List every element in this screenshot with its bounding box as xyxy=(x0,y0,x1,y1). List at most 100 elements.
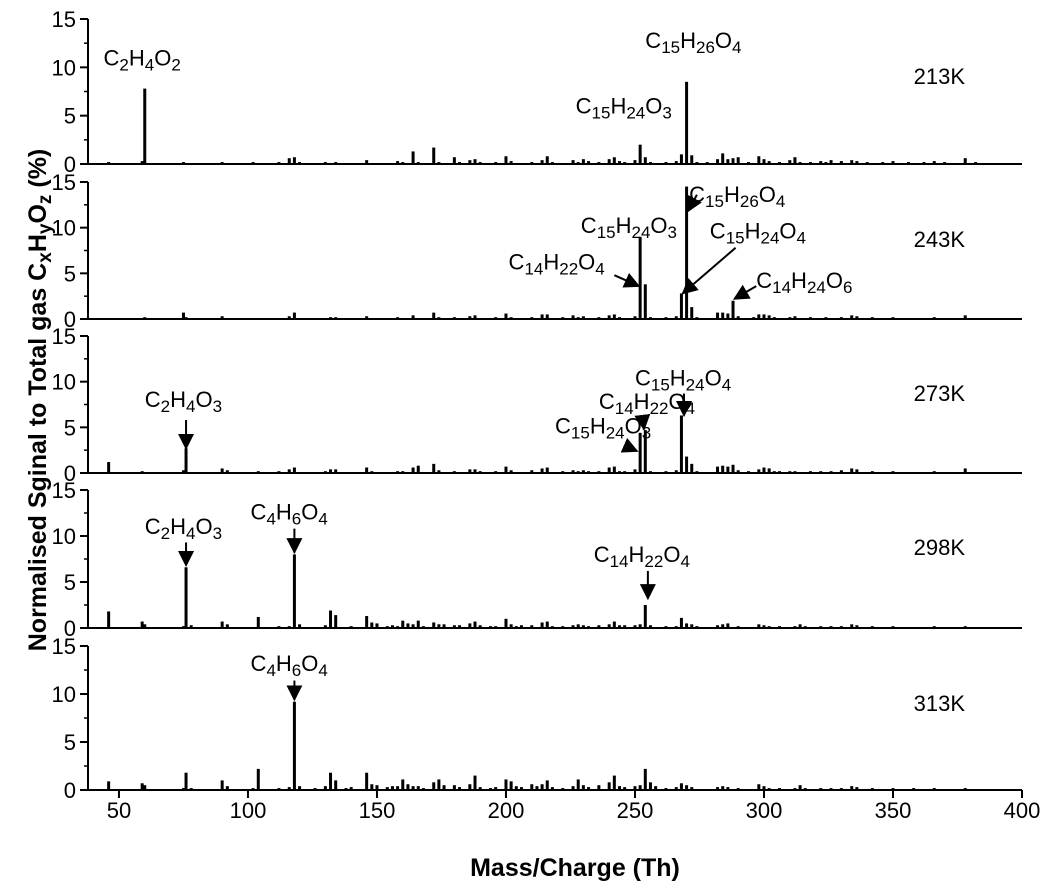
peak-bar xyxy=(292,157,296,164)
formula-annotation-part: 6 xyxy=(843,278,852,297)
peak-bar xyxy=(571,625,575,628)
peak-bar xyxy=(597,162,601,164)
peak-bar xyxy=(581,625,585,628)
peak-bar xyxy=(638,144,642,164)
peak-bar xyxy=(581,316,585,319)
formula-annotation-part: C xyxy=(599,389,615,414)
formula-annotation: C2H4O2 xyxy=(103,45,180,74)
formula-annotation-part: 2 xyxy=(171,55,180,74)
peak-bar xyxy=(494,317,498,319)
peak-bar xyxy=(726,159,730,164)
peak-bar xyxy=(161,472,165,473)
peak-bar xyxy=(829,626,833,628)
peak-bar xyxy=(530,784,534,790)
peak-bar xyxy=(452,471,456,473)
x-tick-label: 100 xyxy=(230,798,267,823)
peak-bar xyxy=(581,470,585,473)
peak-bar xyxy=(287,787,291,790)
formula-annotation-part: 15 xyxy=(592,103,611,122)
peak-bar xyxy=(891,317,895,319)
peak-bar xyxy=(329,317,333,319)
peak-bar xyxy=(674,470,678,473)
formula-annotation-part: H xyxy=(616,213,632,238)
peak-bar xyxy=(607,315,611,319)
peak-bar xyxy=(648,162,652,164)
peak-bar xyxy=(478,162,482,164)
peak-bar xyxy=(736,788,740,790)
peak-bar xyxy=(287,469,291,473)
peak-bar xyxy=(648,471,652,473)
peak-bar xyxy=(452,625,456,628)
peak-bar xyxy=(494,162,498,164)
peak-bar xyxy=(287,316,291,319)
formula-annotation-part: 3 xyxy=(213,524,222,543)
peak-bar xyxy=(220,162,224,164)
peak-bar xyxy=(850,786,854,790)
peak-bar xyxy=(891,471,895,473)
annotation-arrow xyxy=(686,194,702,213)
peak-bar xyxy=(716,159,720,164)
formula-annotation-part: C xyxy=(145,514,161,539)
formula-annotation-part: 4 xyxy=(722,375,731,394)
temperature-label: 273K xyxy=(914,381,966,406)
peak-bar xyxy=(685,186,689,319)
peak-bar xyxy=(298,472,302,473)
peak-bar xyxy=(349,472,353,473)
formula-annotation-part: 26 xyxy=(696,38,715,57)
peak-bar xyxy=(731,464,735,473)
peak-bar xyxy=(416,162,420,164)
peak-bar xyxy=(344,788,348,790)
peak-bar xyxy=(406,623,410,628)
peak-bar xyxy=(411,624,415,628)
annotation-arrow xyxy=(681,247,737,295)
peak-bar xyxy=(432,463,436,473)
peak-bar xyxy=(571,470,575,473)
peak-bar xyxy=(140,471,144,473)
formula-annotation-part: 3 xyxy=(642,423,651,442)
formula-annotation-part: 4 xyxy=(145,55,154,74)
peak-bar xyxy=(607,782,611,790)
peak-bar xyxy=(798,162,802,164)
peak-bar xyxy=(117,627,121,628)
peak-bar xyxy=(695,162,699,164)
peak-bar xyxy=(225,624,229,628)
y-tick-label: 10 xyxy=(52,216,76,241)
peak-bar xyxy=(140,621,144,628)
formula-annotation-part: 24 xyxy=(686,375,705,394)
formula-annotation: C15H24O4 xyxy=(710,219,806,248)
peak-bar xyxy=(143,472,147,473)
formula-annotation-part: C xyxy=(145,387,161,412)
peak-bar xyxy=(932,788,936,790)
peak-bar xyxy=(772,317,776,319)
peak-bar xyxy=(963,315,967,319)
peak-bar xyxy=(757,784,761,790)
peak-bar xyxy=(488,626,492,628)
peak-bar xyxy=(726,466,730,473)
peak-bar xyxy=(690,155,694,164)
formula-annotation-part: 15 xyxy=(651,375,670,394)
peak-bar xyxy=(494,471,498,473)
peak-bar xyxy=(690,624,694,628)
peak-bar xyxy=(922,162,926,164)
x-tick-label: 350 xyxy=(875,798,912,823)
peak-bar xyxy=(334,615,338,628)
formula-annotation-part: O xyxy=(663,542,680,567)
peak-bar xyxy=(251,788,255,790)
peak-bar xyxy=(277,788,281,790)
formula-annotation-part: C xyxy=(594,542,610,567)
peak-bar xyxy=(757,156,761,164)
peak-bar xyxy=(963,788,967,790)
peak-bar xyxy=(855,469,859,473)
peak-bar xyxy=(117,163,121,164)
formula-annotation-part: 6 xyxy=(292,661,301,680)
peak-bar xyxy=(618,161,622,164)
peak-bar xyxy=(437,317,441,319)
peak-bar xyxy=(396,161,400,164)
formula-annotation-part: O xyxy=(195,387,212,412)
peak-bar xyxy=(488,788,492,790)
peak-bar xyxy=(798,624,802,628)
formula-annotation-part: 4 xyxy=(595,259,604,278)
peak-bar xyxy=(225,318,229,319)
